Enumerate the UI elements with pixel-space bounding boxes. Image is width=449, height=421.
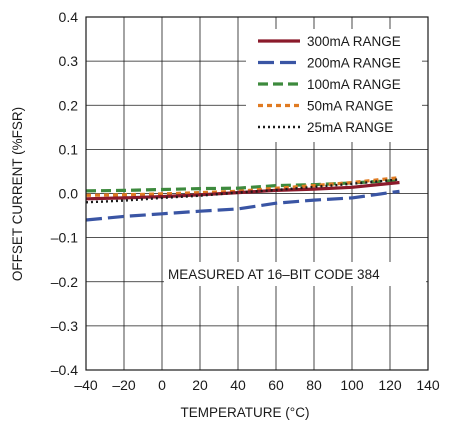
x-tick-label: 100 [340,377,364,393]
y-tick-label: 0.2 [59,97,79,113]
x-tick-label: 120 [378,377,402,393]
legend-label: 50mA RANGE [307,99,393,114]
series-line-200ma-range [85,189,400,222]
plot-frame [85,16,429,371]
annotation-background [164,262,426,286]
annotation-text: MEASURED AT 16–BIT CODE 384 [168,267,380,282]
x-tick-label: 0 [158,377,166,393]
x-tick-label: 80 [306,377,322,393]
y-tick-label: –0.4 [51,362,78,378]
y-tick-label: 0.0 [59,186,79,202]
legend-label: 200mA RANGE [307,56,401,71]
series-lines [85,176,400,222]
y-tick-label: –0.2 [51,274,78,290]
x-tick-label: 60 [268,377,284,393]
y-tick-label: –0.1 [51,230,78,246]
series-line-50ma-range [85,176,400,197]
legend-label: 300mA RANGE [307,34,401,49]
y-tick-label: 0.4 [59,9,79,25]
legend-label: 25mA RANGE [307,120,393,135]
legend-label: 100mA RANGE [307,77,401,92]
x-tick-label: –40 [74,377,98,393]
legend: 300mA RANGE 200mA RANGE 100mA RANGE 50mA RA… [246,29,422,142]
x-tick-label: 40 [230,377,246,393]
y-tick-label: 0.1 [59,141,79,157]
y-tick-label: –0.3 [51,318,78,334]
x-axis-title: TEMPERATURE (°C) [181,405,310,420]
series-line-300ma-range [85,180,400,201]
y-tick-label: 0.3 [59,53,79,69]
x-tick-label: 140 [416,377,440,393]
annotation-group: MEASURED AT 16–BIT CODE 384 [164,262,426,286]
series-line-100ma-range [85,178,400,193]
x-tick-labels: –40 –20 0 20 40 60 80 100 120 140 [74,377,440,393]
series-line-25ma-range [85,178,400,204]
y-axis-title: OFFSET CURRENT (%FSR) [10,107,25,281]
y-tick-labels: –0.4 –0.3 –0.2 –0.1 0.0 0.1 0.2 0.3 0.4 [51,9,78,378]
x-tick-label: –20 [112,377,136,393]
x-tick-label: 20 [192,377,208,393]
